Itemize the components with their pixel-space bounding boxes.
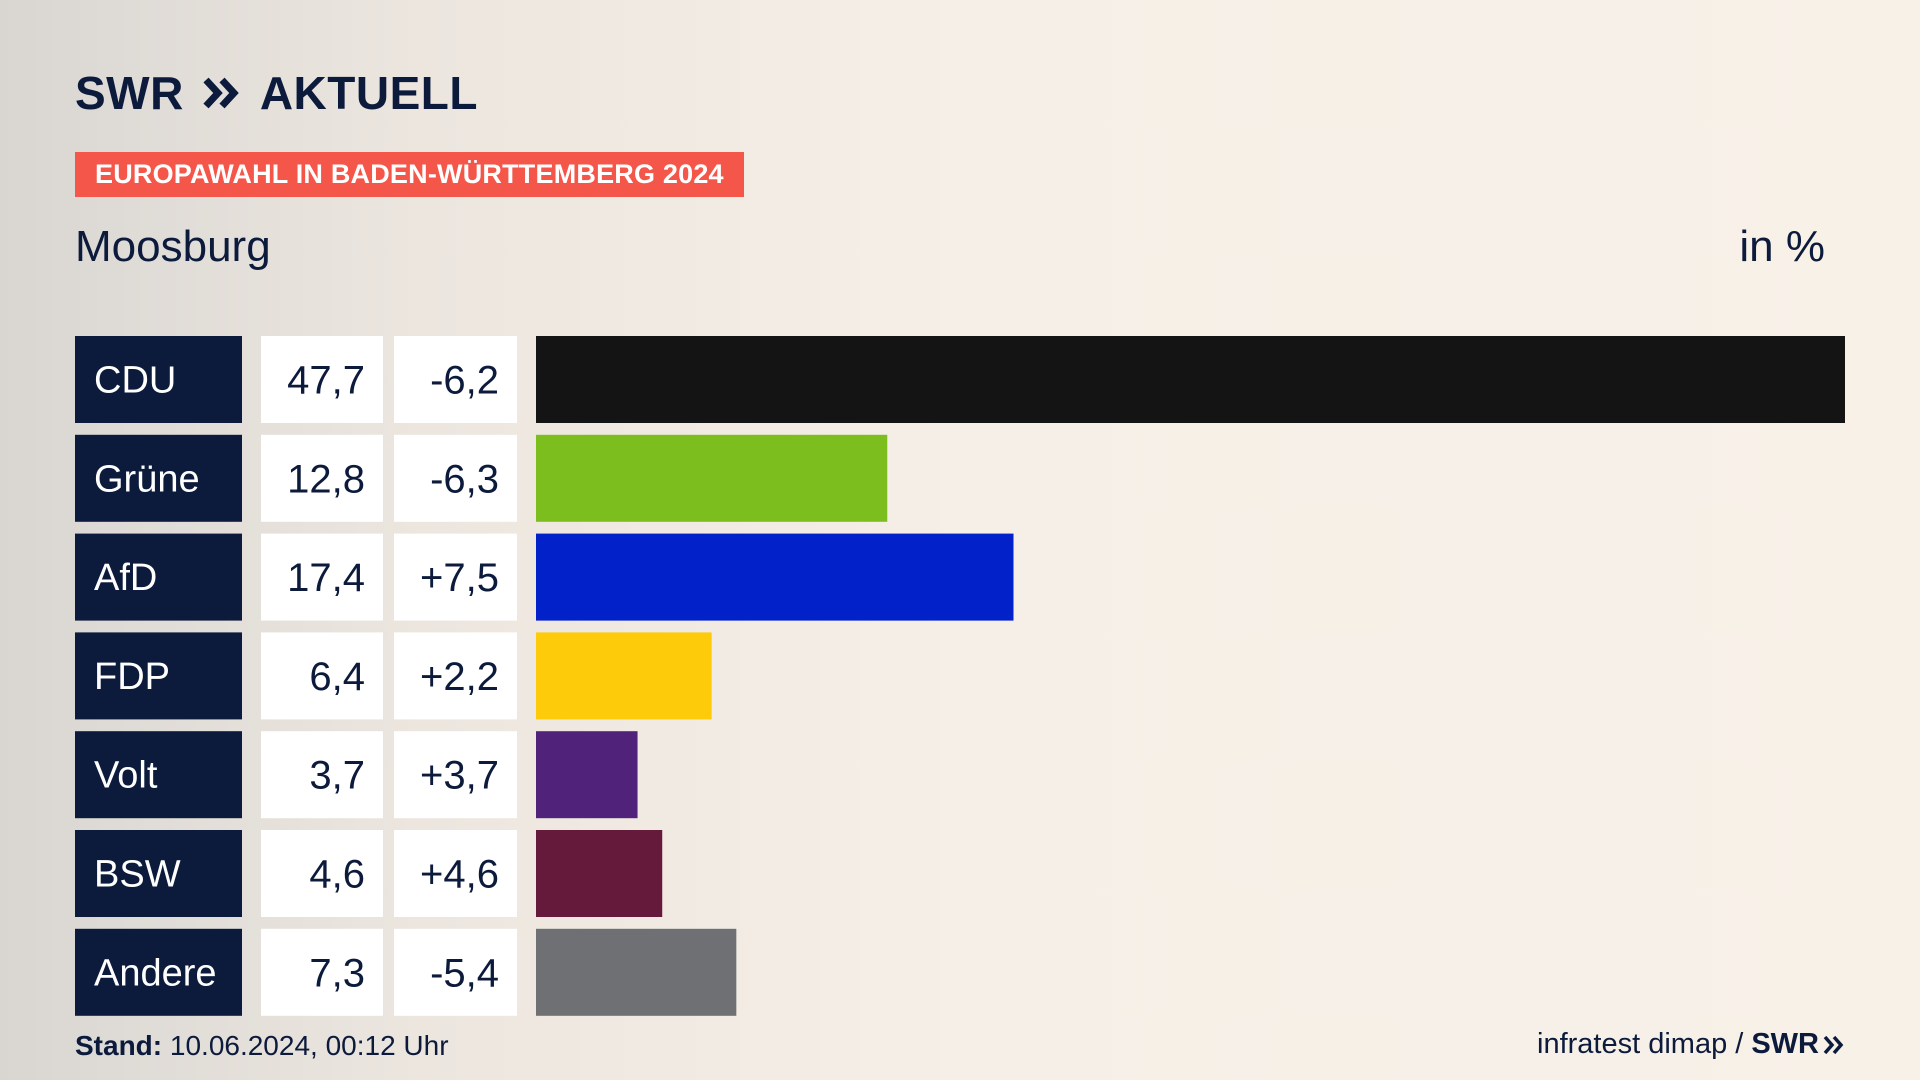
result-row: BSW 4,6 +4,6 <box>75 830 663 917</box>
change-box <box>394 928 517 1016</box>
stand-value: 10.06.2024, 00:12 Uhr <box>169 1030 449 1061</box>
party-label: AfD <box>94 557 157 599</box>
party-label-box <box>75 336 242 423</box>
logo-text: SWR <box>75 67 184 119</box>
value-box <box>261 336 383 423</box>
party-label-box <box>75 731 242 819</box>
party-label-box <box>75 928 242 1016</box>
election-banner: EUROPAWAHL IN BADEN-WÜRTTEMBERG 2024 <box>75 152 744 197</box>
unit-label: in % <box>1739 222 1825 271</box>
party-label: FDP <box>94 656 170 698</box>
party-label-box <box>75 434 242 522</box>
double-chevron-icon <box>1823 1035 1844 1054</box>
change-label: +7,5 <box>420 556 499 600</box>
change-label: -6,2 <box>430 359 499 403</box>
result-row: Volt 3,7 +3,7 <box>75 731 638 819</box>
value-box <box>261 632 383 720</box>
bar <box>536 928 737 1016</box>
change-label: +4,6 <box>420 853 499 897</box>
value-label: 47,7 <box>287 359 365 403</box>
value-label: 7,3 <box>309 951 365 995</box>
party-label: Andere <box>94 952 217 994</box>
place-title: Moosburg <box>75 222 271 271</box>
result-row: Andere 7,3 -5,4 <box>75 928 737 1016</box>
result-row: Grüne 12,8 -6,3 <box>75 434 888 522</box>
value-label: 6,4 <box>309 655 365 699</box>
change-label: -6,3 <box>430 457 499 501</box>
logo-sub: AKTUELL <box>259 67 478 119</box>
change-label: +2,2 <box>420 655 499 699</box>
party-label: CDU <box>94 360 176 402</box>
source-label: infratest dimap / <box>1537 1028 1744 1060</box>
change-label: -5,4 <box>430 951 499 995</box>
value-label: 12,8 <box>287 457 365 501</box>
source-brand: SWR <box>1751 1028 1845 1061</box>
change-box <box>394 830 517 917</box>
change-box <box>394 632 517 720</box>
bar <box>536 434 888 522</box>
value-box <box>261 928 383 1016</box>
change-box <box>394 434 517 522</box>
timestamp: Stand: 10.06.2024, 00:12 Uhr <box>75 1030 449 1062</box>
source-credit: infratest dimap / SWR <box>1537 1028 1845 1061</box>
party-label-box <box>75 632 242 720</box>
party-label: Volt <box>94 755 158 797</box>
value-label: 3,7 <box>309 754 365 798</box>
value-label: 4,6 <box>309 853 365 897</box>
bar <box>536 336 1845 423</box>
value-box <box>261 434 383 522</box>
stand-label: Stand: <box>75 1030 163 1061</box>
value-box <box>261 533 383 621</box>
value-box <box>261 830 383 917</box>
change-box <box>394 336 517 423</box>
party-label-box <box>75 830 242 917</box>
change-box <box>394 731 517 819</box>
result-row: FDP 6,4 +2,2 <box>75 632 712 720</box>
source-brand-text: SWR <box>1751 1028 1819 1060</box>
party-label: BSW <box>94 854 181 896</box>
result-row: CDU 47,7 -6,2 <box>75 336 1845 423</box>
change-box <box>394 533 517 621</box>
swr-aktuell-logo: SWR AKTUELL <box>75 66 478 120</box>
value-box <box>261 731 383 819</box>
result-row: AfD 17,4 +7,5 <box>75 533 1014 621</box>
bar <box>536 533 1014 621</box>
bar <box>536 632 712 720</box>
bar <box>536 830 663 917</box>
double-chevron-icon <box>203 77 239 109</box>
party-label: Grüne <box>94 458 200 500</box>
party-label-box <box>75 533 242 621</box>
change-label: +3,7 <box>420 754 499 798</box>
value-label: 17,4 <box>287 556 365 600</box>
bar <box>536 731 638 819</box>
